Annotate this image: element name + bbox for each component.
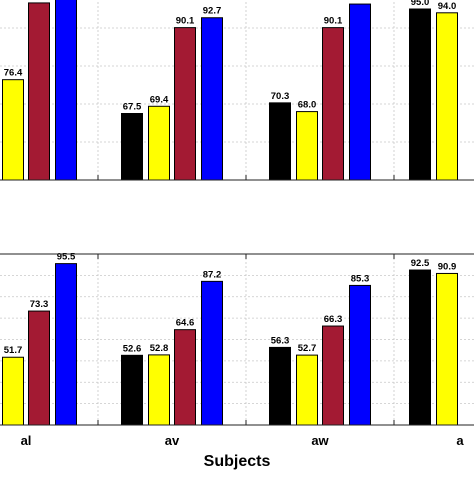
data-label: 67.5 [123,102,142,113]
bar-series-1-category-2 [121,354,143,426]
data-label: 52.8 [150,343,169,354]
bar-series-2-category-4 [436,272,458,426]
bar-series-4-category-3 [349,3,371,181]
data-label: 52.7 [298,343,317,354]
x-tick-label: al [21,433,32,448]
bar-series-3-category-2 [174,329,196,426]
data-label: 76.4 [4,68,23,79]
data-label: 52.6 [123,343,142,354]
bar-series-3-category-3 [322,27,344,181]
bar-series-1-category-3 [269,102,291,181]
data-label: 95.5 [57,252,76,263]
data-label: 95.0 [411,0,430,8]
bar-series-3-category-3 [322,325,344,426]
bar-series-2-category-1 [2,356,24,426]
bar-series-2-category-4 [436,12,458,181]
bar-series-4-category-1 [55,0,77,181]
bar-series-4-category-2 [201,280,223,426]
data-label: 56.3 [271,335,290,346]
bar-series-2-category-2 [148,105,170,181]
bar-series-4-category-2 [201,17,223,181]
x-tick-label: aw [311,433,329,448]
chart-panel-1: 67.5 70.3 95.0 76.4 69.4 68.0 94.0 96.6 90.1 90.1… [0,0,474,181]
chart-panel-2: 52.6 56.3 92.5 51.7 52.8 52.7 90.9 73.3 64.6 66.3… [0,252,474,470]
data-label: 87.2 [203,269,222,280]
data-label: 90.1 [324,16,343,27]
data-label: 70.3 [271,91,290,102]
bar-series-3-category-1 [28,310,50,426]
data-label: 92.5 [411,258,430,269]
data-label: 73.3 [30,299,49,310]
bar-series-3-category-1 [28,2,50,181]
bar-series-1-category-3 [269,346,291,426]
bar-series-2-category-1 [2,79,24,181]
data-label: 64.6 [176,318,195,329]
data-label: 94.0 [438,1,457,12]
bar-series-4-category-1 [55,263,77,426]
bar-series-1-category-4 [409,8,431,181]
data-label: 66.3 [324,314,343,325]
bar-series-1-category-4 [409,269,431,426]
bar-series-2-category-2 [148,354,170,426]
x-axis-title: Subjects [204,453,271,470]
x-tick-label: a [456,433,464,448]
data-label: 69.4 [150,94,169,105]
bar-series-4-category-3 [349,284,371,426]
bar-series-3-category-2 [174,27,196,181]
bar-series-1-category-2 [121,113,143,181]
x-tick-label: av [165,433,180,448]
data-label: 96.3 [351,0,370,3]
plot-frame [0,253,474,426]
data-label: 90.1 [176,16,195,27]
data-label: 68.0 [298,100,317,111]
bar-series-2-category-3 [296,111,318,181]
data-label: 85.3 [351,273,370,284]
data-label: 96.6 [30,0,49,2]
data-label: 51.7 [4,345,23,356]
data-label: 92.7 [203,6,222,17]
data-label: 90.9 [438,261,457,272]
bar-series-2-category-3 [296,354,318,426]
plot-frame [0,179,474,181]
